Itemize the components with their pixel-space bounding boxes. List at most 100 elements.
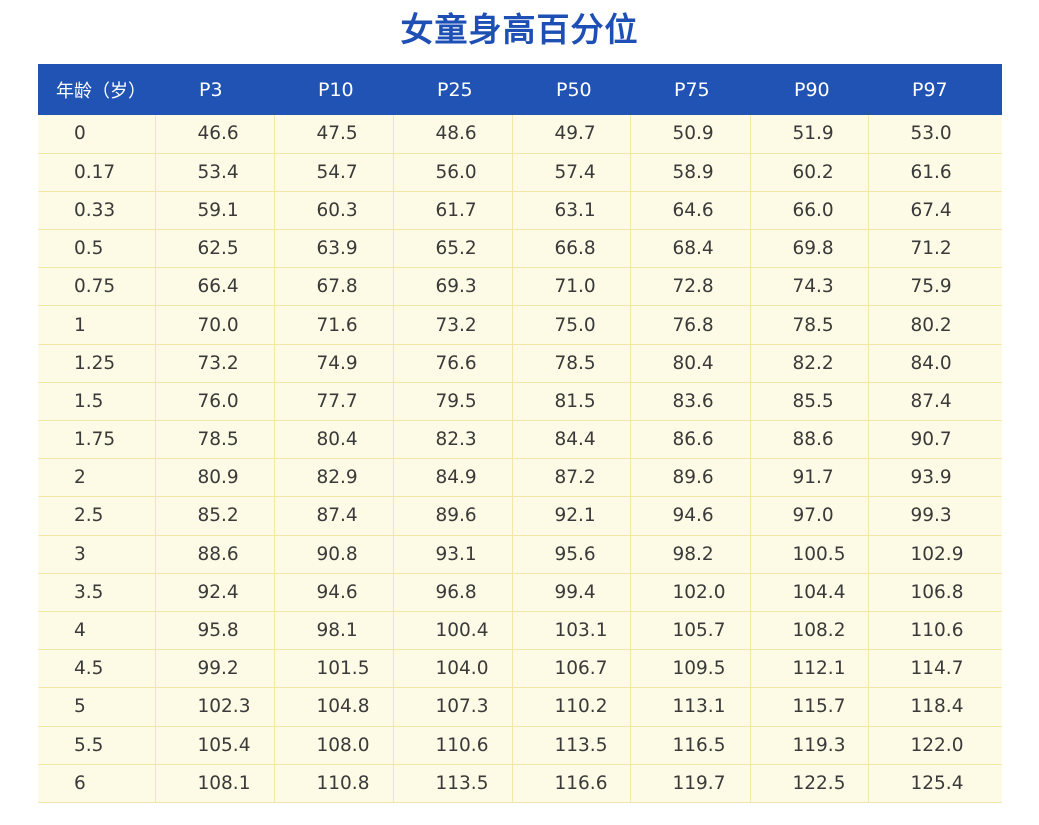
age-cell: 1.75 [38, 420, 156, 460]
percentile-cell: 72.8 [630, 267, 751, 307]
percentile-cell: 84.9 [393, 458, 513, 498]
percentile-cell: 89.6 [630, 458, 751, 498]
percentile-cell: 85.2 [155, 496, 275, 536]
age-cell: 2.5 [38, 496, 156, 536]
age-cell: 2 [38, 458, 156, 498]
percentile-cell: 68.4 [630, 229, 751, 269]
percentile-cell: 79.5 [393, 382, 513, 422]
percentile-cell: 75.9 [868, 267, 1002, 307]
percentile-cell: 66.4 [155, 267, 275, 307]
percentile-cell: 114.7 [868, 649, 1002, 689]
percentile-cell: 86.6 [630, 420, 751, 460]
percentile-cell: 61.6 [868, 153, 1002, 192]
percentile-cell: 56.0 [393, 153, 513, 192]
age-cell: 0.5 [38, 229, 156, 269]
percentile-cell: 87.2 [512, 458, 631, 498]
percentile-cell: 110.6 [868, 611, 1002, 651]
percentile-cell: 104.0 [393, 649, 513, 689]
percentile-cell: 69.3 [393, 267, 513, 307]
percentile-cell: 59.1 [155, 191, 275, 231]
percentile-cell: 110.6 [393, 726, 513, 765]
percentile-cell: 54.7 [274, 153, 394, 192]
percentile-cell: 95.8 [155, 611, 275, 651]
percentile-cell: 100.5 [750, 535, 869, 574]
percentile-cell: 77.7 [274, 382, 394, 422]
percentile-cell: 94.6 [630, 496, 751, 536]
percentile-cell: 46.6 [155, 115, 275, 154]
percentile-cell: 105.4 [155, 726, 275, 765]
column-header-p3: P3 [199, 78, 223, 101]
height-percentile-table: 年龄（岁） P3 P10 P25 P50 P75 P90 P97 0 46.6 47.5 48.6 4… [38, 64, 1002, 803]
percentile-cell: 98.1 [274, 611, 394, 651]
table-row: 3.5 92.4 94.6 96.8 99.4 102.0 104.4 106.8 [38, 573, 1002, 612]
percentile-cell: 65.2 [393, 229, 513, 269]
table-row: 2 80.9 82.9 84.9 87.2 89.6 91.7 93.9 [38, 458, 1002, 498]
percentile-cell: 102.3 [155, 687, 275, 727]
percentile-cell: 61.7 [393, 191, 513, 231]
percentile-cell: 116.6 [512, 764, 631, 803]
percentile-cell: 122.5 [750, 764, 869, 803]
percentile-cell: 105.7 [630, 611, 751, 651]
percentile-cell: 99.4 [512, 573, 631, 612]
percentile-cell: 88.6 [155, 535, 275, 574]
percentile-cell: 78.5 [512, 344, 631, 383]
percentile-cell: 53.0 [868, 115, 1002, 154]
percentile-cell: 96.8 [393, 573, 513, 612]
table-row: 5 102.3 104.8 107.3 110.2 113.1 115.7 118.4 [38, 687, 1002, 727]
percentile-cell: 91.7 [750, 458, 869, 498]
age-cell: 3 [38, 535, 156, 574]
percentile-cell: 119.3 [750, 726, 869, 765]
percentile-cell: 48.6 [393, 115, 513, 154]
percentile-cell: 82.9 [274, 458, 394, 498]
percentile-cell: 99.2 [155, 649, 275, 689]
percentile-cell: 94.6 [274, 573, 394, 612]
percentile-cell: 90.8 [274, 535, 394, 574]
percentile-cell: 47.5 [274, 115, 394, 154]
percentile-cell: 107.3 [393, 687, 513, 727]
percentile-cell: 71.0 [512, 267, 631, 307]
percentile-cell: 66.0 [750, 191, 869, 231]
percentile-cell: 109.5 [630, 649, 751, 689]
column-header-p75: P75 [674, 78, 710, 101]
percentile-cell: 101.5 [274, 649, 394, 689]
percentile-cell: 49.7 [512, 115, 631, 154]
percentile-cell: 92.1 [512, 496, 631, 536]
percentile-cell: 62.5 [155, 229, 275, 269]
percentile-cell: 63.1 [512, 191, 631, 231]
percentile-cell: 113.5 [393, 764, 513, 803]
percentile-cell: 74.9 [274, 344, 394, 383]
percentile-cell: 67.8 [274, 267, 394, 307]
percentile-cell: 80.2 [868, 305, 1002, 345]
percentile-cell: 58.9 [630, 153, 751, 192]
table-row: 0.33 59.1 60.3 61.7 63.1 64.6 66.0 67.4 [38, 191, 1002, 231]
percentile-cell: 80.9 [155, 458, 275, 498]
age-cell: 1 [38, 305, 156, 345]
percentile-cell: 102.0 [630, 573, 751, 612]
percentile-cell: 75.0 [512, 305, 631, 345]
table-row: 6 108.1 110.8 113.5 116.6 119.7 122.5 125.4 [38, 764, 1002, 803]
percentile-cell: 51.9 [750, 115, 869, 154]
percentile-cell: 108.2 [750, 611, 869, 651]
table-row: 0.5 62.5 63.9 65.2 66.8 68.4 69.8 71.2 [38, 229, 1002, 269]
percentile-cell: 100.4 [393, 611, 513, 651]
percentile-cell: 110.2 [512, 687, 631, 727]
percentile-cell: 89.6 [393, 496, 513, 536]
age-cell: 4 [38, 611, 156, 651]
table-row: 1.5 76.0 77.7 79.5 81.5 83.6 85.5 87.4 [38, 382, 1002, 422]
table-row: 4.5 99.2 101.5 104.0 106.7 109.5 112.1 114.7 [38, 649, 1002, 689]
header-row: 年龄（岁） P3 P10 P25 P50 P75 P90 P97 [38, 64, 1002, 115]
percentile-cell: 102.9 [868, 535, 1002, 574]
percentile-cell: 113.1 [630, 687, 751, 727]
percentile-cell: 82.3 [393, 420, 513, 460]
percentile-cell: 118.4 [868, 687, 1002, 727]
percentile-cell: 104.8 [274, 687, 394, 727]
percentile-cell: 84.0 [868, 344, 1002, 383]
percentile-cell: 70.0 [155, 305, 275, 345]
percentile-cell: 106.8 [868, 573, 1002, 612]
percentile-cell: 81.5 [512, 382, 631, 422]
percentile-cell: 98.2 [630, 535, 751, 574]
table-body: 0 46.6 47.5 48.6 49.7 50.9 51.9 53.0 0.17 53.4 54.… [38, 115, 1002, 803]
age-cell: 4.5 [38, 649, 156, 689]
percentile-cell: 64.6 [630, 191, 751, 231]
percentile-cell: 71.6 [274, 305, 394, 345]
